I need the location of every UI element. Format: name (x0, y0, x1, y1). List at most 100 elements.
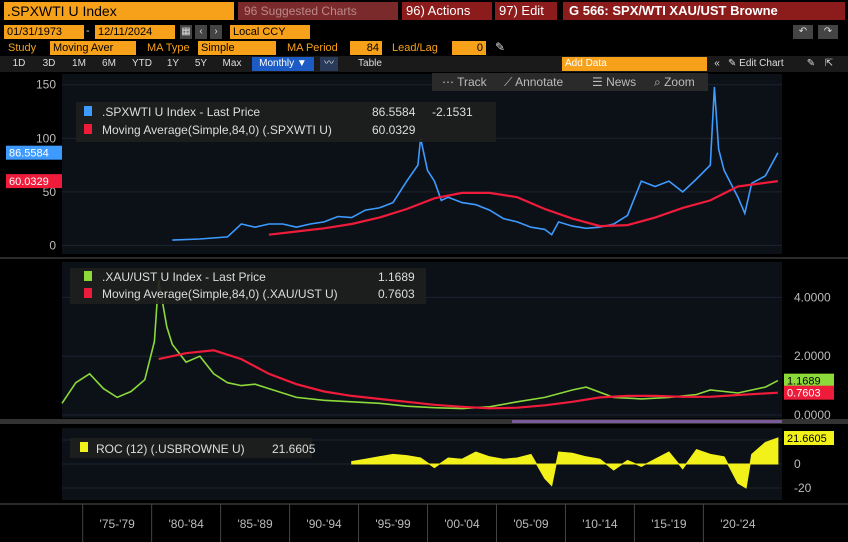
x-tick-0: '75-'79 (100, 517, 136, 531)
last-tag-1-0: 1.1689 (787, 376, 821, 388)
panel-divider-2[interactable] (0, 419, 848, 424)
ma-type-select[interactable]: Simple (198, 41, 276, 55)
prev-period-icon[interactable]: ‹ (195, 25, 207, 39)
middle-legend-box (70, 268, 426, 304)
scroll-thumb[interactable] (512, 420, 782, 423)
ma-period-input[interactable]: 84 (350, 41, 382, 55)
series-line-0-1 (268, 180, 779, 236)
x-tick-labels: '75-'79 '80-'84 '85-'89 '90-'94 '95-'99 '00-'… (82, 504, 756, 542)
add-data-input[interactable]: Add Data (562, 57, 707, 71)
leadlag-input[interactable]: 0 (452, 41, 486, 55)
ma-type-label: MA Type (147, 42, 190, 54)
track-button[interactable]: ⋯ Track (442, 75, 487, 89)
spxwti-ma-legend-label: Moving Average(Simple,84,0) (.SPXWTI U) (102, 123, 332, 137)
period-max[interactable]: Max (222, 58, 242, 69)
spxwti-legend-label: .SPXWTI U Index - Last Price (102, 105, 260, 119)
suggested-charts-button[interactable]: 96 Suggested Charts (238, 2, 398, 20)
xau-ma-legend-value: 0.7603 (378, 287, 415, 301)
study-label: Study (8, 42, 37, 54)
ma-period-label: MA Period (287, 42, 338, 54)
redo-icon[interactable]: ↷ (818, 25, 838, 39)
y-tick-1-1: 2.0000 (794, 349, 831, 363)
series-roc-area (351, 437, 779, 489)
last-tag-0-1: 60.0329 (9, 176, 49, 188)
ticker-input[interactable]: .SPXWTI U Index (4, 2, 234, 20)
graph-title: G 566: SPX/WTI XAU/UST Browne (563, 2, 845, 20)
period-1m[interactable]: 1M (72, 58, 86, 69)
last-tag-bg-1-0 (784, 373, 834, 388)
y-tick-top-3: 150 (36, 78, 56, 92)
x-tick-3: '90-'94 (306, 517, 342, 531)
top-legend-box (76, 102, 496, 142)
y-tick-1-2: 4.0000 (794, 290, 831, 304)
series-line-0-0 (172, 86, 779, 241)
period-3d[interactable]: 3D (42, 58, 56, 69)
spxwti-legend-change: -2.1531 (432, 105, 473, 119)
series-line-1-1 (158, 349, 778, 410)
y-tick-top-2: 100 (36, 131, 56, 145)
y-tick-2-0: -20 (794, 481, 812, 495)
roc-legend-value: 21.6605 (272, 442, 316, 456)
end-date-input[interactable]: 12/11/2024 (95, 25, 175, 39)
table-button[interactable]: Table (358, 58, 382, 69)
period-1y[interactable]: 1Y (166, 58, 180, 69)
bottom-legend: ROC (12) (.USBROWNE U) 21.6605 (70, 438, 316, 458)
top-panel (62, 74, 782, 254)
edit-button[interactable]: 97) Edit (495, 2, 557, 20)
study-row: Study Moving Aver MA Type Simple MA Peri… (0, 40, 848, 56)
export-icon[interactable]: ⇱ (824, 58, 834, 69)
calendar-icon[interactable]: ▦ (180, 25, 192, 39)
y-tick-top-1: 50 (43, 185, 57, 199)
annotate-label: Annotate (515, 75, 564, 89)
news-label: News (606, 75, 637, 89)
period-row: 1D 3D 1M 6M YTD 1Y 5Y Max Monthly ▼ 〰 Ta… (0, 56, 848, 72)
y-tick-top-0: 0 (49, 238, 56, 252)
line-chart-icon[interactable]: 〰 (320, 57, 338, 71)
roc-legend-label: ROC (12) (.USBROWNE U) (96, 442, 245, 456)
zoom-button[interactable]: ⌕ Zoom (654, 75, 695, 89)
last-tag-bg-0-1 (6, 174, 62, 189)
period-6m[interactable]: 6M (102, 58, 116, 69)
last-tag-bg-0-0 (6, 145, 62, 160)
x-tick-2: '85-'89 (237, 517, 273, 531)
actions-button[interactable]: 96) Actions (402, 2, 492, 20)
x-tick-6: '05-'09 (513, 517, 549, 531)
x-tick-8: '15-'19 (651, 517, 687, 531)
x-tick-9: '20-'24 (720, 517, 756, 531)
last-tag-bg-1-1 (784, 385, 834, 400)
next-period-icon[interactable]: › (210, 25, 222, 39)
x-tick-4: '95-'99 (375, 517, 411, 531)
xau-ma-swatch (84, 288, 92, 298)
period-5y[interactable]: 5Y (194, 58, 208, 69)
settings-icon[interactable]: ✎ (806, 58, 816, 69)
series-group (61, 86, 779, 489)
date-separator: - (86, 25, 90, 37)
roc-swatch (80, 442, 88, 452)
title-bar: .SPXWTI U Index 96 Suggested Charts 96) … (0, 0, 848, 22)
zoom-label: Zoom (664, 75, 695, 89)
period-1d[interactable]: 1D (12, 58, 26, 69)
xau-legend-value: 1.1689 (378, 270, 415, 284)
leadlag-label: Lead/Lag (392, 42, 438, 54)
edit-chart-button[interactable]: ✎ Edit Chart (728, 58, 784, 69)
study-select[interactable]: Moving Aver (50, 41, 136, 55)
edit-chart-label: Edit Chart (739, 58, 784, 69)
last-tag-0-0: 86.5584 (9, 148, 49, 160)
period-ytd[interactable]: YTD (132, 58, 152, 69)
news-button[interactable]: ☰ News (592, 75, 637, 89)
spxwti-ma-legend-value: 60.0329 (372, 123, 416, 137)
collapse-icon[interactable]: « (714, 58, 720, 69)
spxwti-ma-swatch (84, 124, 92, 134)
currency-select[interactable]: Local CCY (230, 25, 310, 39)
spxwti-legend-value: 86.5584 (372, 105, 416, 119)
last-tag-2-0: 21.6605 (787, 433, 827, 445)
annotate-button[interactable]: ⟋ Annotate (504, 75, 564, 89)
undo-icon[interactable]: ↶ (793, 25, 813, 39)
series-line-1-0 (61, 279, 779, 410)
frequency-select[interactable]: Monthly ▼ (252, 57, 314, 71)
bottom-legend-box (70, 438, 312, 458)
start-date-input[interactable]: 01/31/1973 (4, 25, 84, 39)
pencil-icon[interactable]: ✎ (495, 40, 506, 54)
